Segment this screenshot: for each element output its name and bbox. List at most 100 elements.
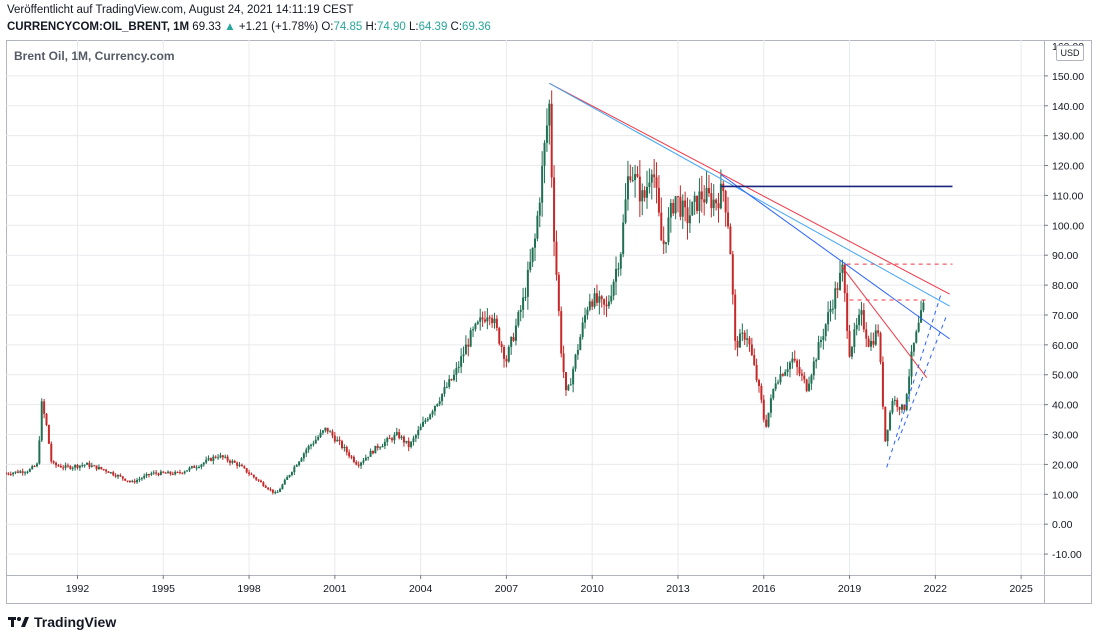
candle-body xyxy=(646,186,649,198)
candle-body xyxy=(698,191,701,211)
candle-body xyxy=(78,465,81,468)
candle-body xyxy=(595,293,598,303)
candle-body xyxy=(164,472,167,474)
candle-body xyxy=(257,479,260,481)
candle-body xyxy=(410,441,413,448)
candle-body xyxy=(300,458,303,462)
candle-body xyxy=(131,480,134,482)
candle-body xyxy=(283,479,286,485)
candle-body xyxy=(810,375,813,384)
candle-body xyxy=(536,215,539,239)
candle-body xyxy=(343,447,346,449)
candle-body xyxy=(765,419,768,427)
candle-body xyxy=(538,202,541,216)
candle-body xyxy=(66,465,69,467)
candle-body xyxy=(503,347,506,359)
candle-body xyxy=(319,432,322,438)
candle-body xyxy=(43,401,46,414)
candle-body xyxy=(424,420,427,422)
candle-body xyxy=(250,473,253,475)
candle-body xyxy=(441,393,444,402)
candle-body xyxy=(660,212,663,241)
time-tick-label: 2007 xyxy=(495,583,519,595)
last-price: 69.33 xyxy=(192,21,222,33)
candle-body xyxy=(200,464,203,467)
candle-body xyxy=(357,464,360,466)
candle-body xyxy=(340,441,343,448)
candle-body xyxy=(433,406,436,412)
chart-header: Veröffentlicht auf TradingView.com, Augu… xyxy=(0,0,1100,40)
published-info: Veröffentlicht auf TradingView.com, Augu… xyxy=(7,4,354,16)
time-tick-label: 2010 xyxy=(581,583,605,595)
candle-body xyxy=(81,465,84,467)
price-chart[interactable]: 150.00 140.00 130.00 120.00 110.00 100.00 90.0… xyxy=(6,40,1092,604)
candle-body xyxy=(59,466,62,468)
candle-body xyxy=(522,297,525,310)
candle-body xyxy=(374,445,377,454)
candle-body xyxy=(836,288,839,290)
candle-body xyxy=(855,324,858,330)
trendline-blue-trend xyxy=(720,174,950,340)
time-tick-label: 2019 xyxy=(838,583,862,595)
candle-body xyxy=(76,465,79,468)
candle-body xyxy=(136,480,139,483)
candle-body xyxy=(805,379,808,391)
candle-body xyxy=(831,308,834,310)
candle-body xyxy=(71,467,74,469)
chart-area[interactable]: 150.00 140.00 130.00 120.00 110.00 100.00 90.0… xyxy=(6,40,1092,604)
tradingview-logo[interactable]: TradingView xyxy=(8,614,116,630)
candle-body xyxy=(116,475,119,477)
candle-body xyxy=(317,437,320,440)
candle-body xyxy=(870,340,872,347)
candle-body xyxy=(734,294,737,341)
candle-body xyxy=(488,317,491,319)
candle-body xyxy=(33,466,36,468)
candle-body xyxy=(545,125,548,143)
symbol-label[interactable]: CURRENCYCOM:OIL_BRENT, 1M xyxy=(7,21,190,33)
candle-body xyxy=(445,386,448,388)
candle-body xyxy=(917,322,920,332)
candle-body xyxy=(579,336,582,350)
price-tick-label: 50.00 xyxy=(1052,370,1078,382)
candle-body xyxy=(786,369,789,372)
candle-body xyxy=(915,331,918,343)
candle-body xyxy=(777,382,780,384)
candle-body xyxy=(750,344,753,356)
low-value: 64.39 xyxy=(418,21,448,33)
price-tick-label: 0.00 xyxy=(1052,519,1073,531)
candle-body xyxy=(808,383,811,391)
candle-body xyxy=(800,373,803,376)
candle-body xyxy=(295,465,298,467)
candle-body xyxy=(338,439,341,442)
candle-body xyxy=(224,456,227,458)
candle-body xyxy=(147,474,150,476)
candle-body xyxy=(665,242,668,245)
candle-body xyxy=(803,375,806,380)
candle-body xyxy=(569,384,572,386)
candle-body xyxy=(824,324,827,337)
candle-body xyxy=(562,353,565,373)
candle-body xyxy=(853,329,856,348)
candle-body xyxy=(617,268,620,270)
candle-body xyxy=(407,440,410,448)
candle-body xyxy=(355,461,358,465)
candle-body xyxy=(705,187,708,203)
candle-body xyxy=(279,489,282,492)
candle-body xyxy=(557,274,560,312)
candle-body xyxy=(636,174,639,177)
candle-body xyxy=(860,310,863,315)
candle-body xyxy=(124,478,127,481)
candle-body xyxy=(498,327,501,344)
candle-body xyxy=(109,472,112,474)
candle-body xyxy=(543,142,546,166)
candle-body xyxy=(472,329,475,331)
candle-body xyxy=(128,480,131,482)
candle-body xyxy=(467,344,470,347)
candle-body xyxy=(62,467,65,469)
candle-body xyxy=(452,374,455,380)
candle-body xyxy=(231,460,234,463)
candle-body xyxy=(727,212,730,227)
ohlc-legend: CURRENCYCOM:OIL_BRENT, 1M 69.33 ▲ +1.21 … xyxy=(7,21,491,33)
currency-badge[interactable]: USD xyxy=(1056,45,1084,61)
candle-body xyxy=(14,471,17,473)
